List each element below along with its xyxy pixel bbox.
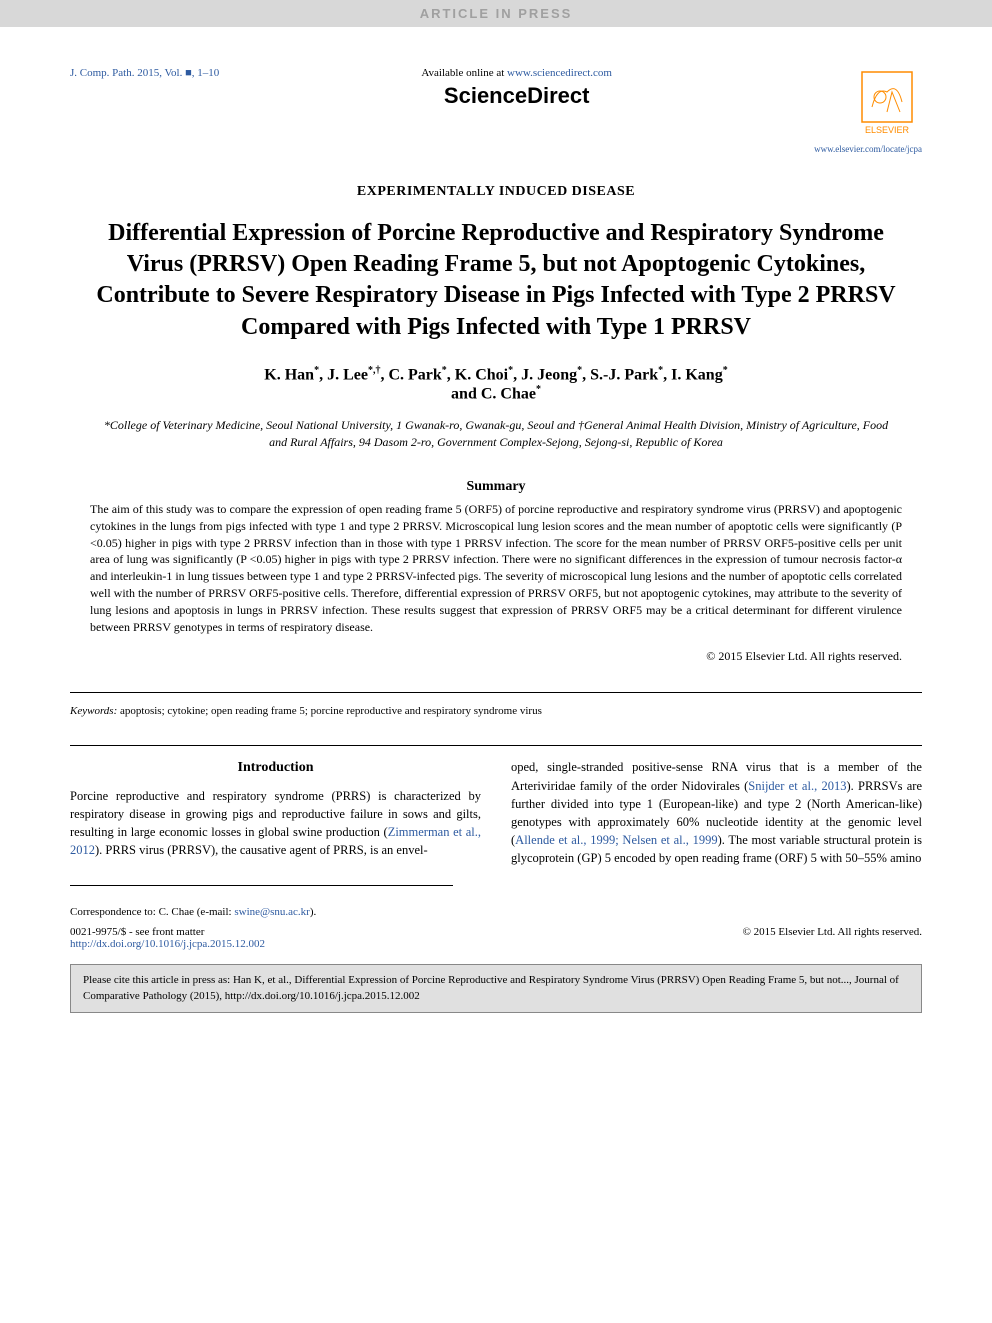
column-right: oped, single-stranded positive-sense RNA…: [511, 758, 922, 867]
footer-copyright: © 2015 Elsevier Ltd. All rights reserved…: [743, 926, 922, 950]
article-in-press-bar: ARTICLE IN PRESS: [0, 0, 992, 27]
footer-row: 0021-9975/$ - see front matter http://dx…: [70, 926, 922, 950]
correspondence-line: Correspondence to: C. Chae (e-mail: swin…: [70, 906, 922, 918]
svg-text:ELSEVIER: ELSEVIER: [865, 125, 910, 135]
elsevier-locate-link[interactable]: www.elsevier.com/locate/jcpa: [814, 144, 922, 154]
authors-list: K. Han*, J. Lee*,†, C. Park*, K. Choi*, …: [70, 365, 922, 404]
divider-bottom: [70, 745, 922, 746]
column-left: Introduction Porcine reproductive and re…: [70, 758, 481, 867]
available-label: Available online at: [421, 67, 507, 79]
corr-end: ).: [310, 906, 316, 918]
journal-reference: J. Comp. Path. 2015, Vol. ■, 1–10: [70, 67, 219, 79]
sciencedirect-url[interactable]: www.sciencedirect.com: [507, 67, 612, 79]
intro-columns: Introduction Porcine reproductive and re…: [70, 758, 922, 867]
summary-text: The aim of this study was to compare the…: [70, 501, 922, 635]
intro-text-1b: ). PRRS virus (PRRSV), the causative age…: [95, 843, 428, 857]
summary-copyright: © 2015 Elsevier Ltd. All rights reserved…: [70, 649, 922, 664]
intro-para-right: oped, single-stranded positive-sense RNA…: [511, 758, 922, 867]
ref-allende-nelsen[interactable]: Allende et al., 1999; Nelsen et al., 199…: [515, 833, 717, 847]
summary-heading: Summary: [70, 479, 922, 495]
doi-link[interactable]: http://dx.doi.org/10.1016/j.jcpa.2015.12…: [70, 938, 265, 950]
introduction-heading: Introduction: [70, 758, 481, 778]
keywords-label: Keywords:: [70, 705, 117, 717]
corr-label: Correspondence to: C. Chae (e-mail:: [70, 906, 234, 918]
divider-corr: [70, 885, 453, 886]
intro-para-left: Porcine reproductive and respiratory syn…: [70, 787, 481, 860]
corr-email-link[interactable]: swine@snu.ac.kr: [234, 906, 310, 918]
header-center: Available online at www.sciencedirect.co…: [219, 67, 814, 109]
keywords-line: Keywords: apoptosis; cytokine; open read…: [70, 705, 922, 717]
issn-line: 0021-9975/$ - see front matter: [70, 926, 265, 938]
header-row: J. Comp. Path. 2015, Vol. ■, 1–10 Availa…: [70, 67, 922, 154]
divider-top: [70, 692, 922, 693]
citation-box: Please cite this article in press as: Ha…: [70, 964, 922, 1013]
elsevier-logo-icon: ELSEVIER: [852, 67, 922, 137]
available-online-text: Available online at www.sciencedirect.co…: [219, 67, 814, 79]
affiliations: *College of Veterinary Medicine, Seoul N…: [70, 417, 922, 451]
sciencedirect-brand: ScienceDirect: [219, 83, 814, 109]
article-title: Differential Expression of Porcine Repro…: [70, 218, 922, 343]
footer-left: 0021-9975/$ - see front matter http://dx…: [70, 926, 265, 950]
ref-snijder[interactable]: Snijder et al., 2013: [748, 779, 846, 793]
keywords-text: apoptosis; cytokine; open reading frame …: [120, 705, 542, 717]
section-name: EXPERIMENTALLY INDUCED DISEASE: [70, 184, 922, 200]
page-content: J. Comp. Path. 2015, Vol. ■, 1–10 Availa…: [0, 27, 992, 1033]
header-right: ELSEVIER www.elsevier.com/locate/jcpa: [814, 67, 922, 154]
